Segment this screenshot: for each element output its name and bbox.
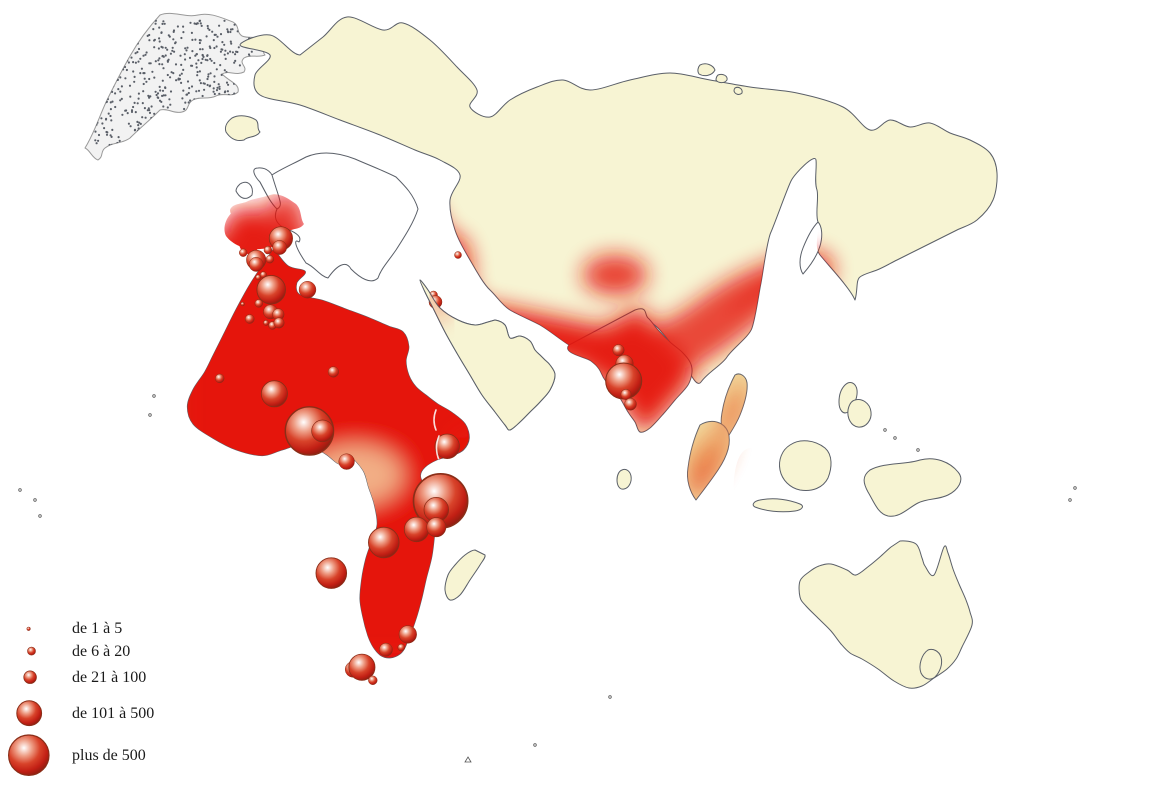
svg-text:de 21 à 100: de 21 à 100 xyxy=(72,669,146,686)
svg-text:de 1 à 5: de 1 à 5 xyxy=(72,620,122,637)
svg-text:de 101 à 500: de 101 à 500 xyxy=(72,705,154,722)
svg-text:de 6 à 20: de 6 à 20 xyxy=(72,643,130,660)
svg-text:plus de 500: plus de 500 xyxy=(72,747,146,764)
